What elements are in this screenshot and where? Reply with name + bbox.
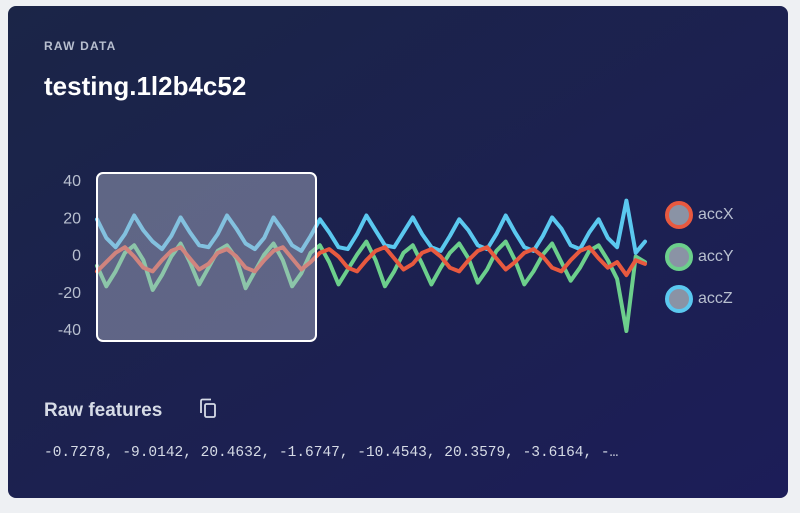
features-heading: Raw features — [44, 400, 162, 421]
y-tick-label: 40 — [63, 173, 81, 190]
sample-title: testing.1l2b4c52 — [44, 71, 246, 101]
y-tick-label: -40 — [58, 322, 81, 339]
legend-swatch — [665, 201, 693, 229]
series-line — [95, 245, 647, 278]
y-tick-label: -20 — [58, 285, 81, 302]
section-label: RAW DATA — [44, 39, 116, 53]
features-text: -0.7278, -9.0142, 20.4632, -1.6747, -10.… — [44, 445, 618, 461]
series-line — [95, 198, 647, 255]
y-tick-label: 0 — [72, 248, 81, 265]
copy-icon[interactable] — [200, 398, 216, 418]
legend-swatch — [665, 243, 693, 271]
legend-label: accX — [698, 206, 734, 223]
legend-label: accZ — [698, 290, 733, 307]
y-tick-label: 20 — [63, 210, 81, 227]
legend-swatch — [665, 285, 693, 313]
selection-window[interactable] — [96, 172, 317, 342]
legend-label: accY — [698, 248, 734, 265]
chart: 40 20 0 -20 -40 accX accY accZ — [58, 172, 734, 342]
card — [8, 6, 788, 498]
